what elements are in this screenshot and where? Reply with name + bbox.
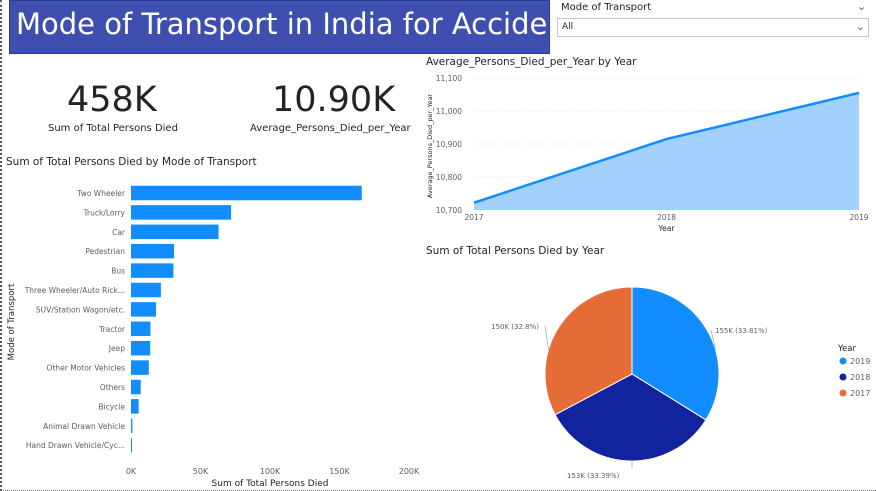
pie-chart-title: Sum of Total Persons Died by Year <box>426 245 605 257</box>
bar <box>131 243 175 259</box>
pie-slice <box>631 286 720 421</box>
legend-marker <box>839 389 847 397</box>
bar <box>131 282 161 298</box>
y-axis-title: Mode of Transport <box>7 283 17 360</box>
bar <box>131 437 132 453</box>
x-tick-label: 2018 <box>657 213 676 222</box>
x-tick-label: 2019 <box>849 213 868 222</box>
slicer-label: Mode of Transport <box>561 2 652 13</box>
y-tick-label: 11,100 <box>436 74 462 83</box>
bar-category-label: Pedestrian <box>85 247 125 256</box>
slice-leader-line <box>710 329 716 350</box>
bar <box>131 399 139 414</box>
slice-data-label: 155K (33.81%) <box>715 327 768 335</box>
mode-of-transport-slicer[interactable]: All ⌄ <box>557 18 869 37</box>
bar-category-label: Truck/Lorry <box>83 208 126 217</box>
bar <box>131 302 157 317</box>
area-line <box>473 91 860 204</box>
legend-marker <box>839 357 847 365</box>
bar <box>131 224 219 240</box>
legend-title: Year <box>837 344 857 354</box>
average-died-card-value: 10.90K <box>272 80 396 120</box>
y-tick-label: 10,800 <box>436 173 462 182</box>
pie-slice <box>554 373 707 462</box>
y-tick-label: 11,000 <box>436 107 462 116</box>
bar-category-label: Animal Drawn Vehicle <box>43 422 125 431</box>
report-title-banner: Mode of Transport in India for Accident <box>9 0 577 54</box>
chevron-down-icon[interactable]: ⌄ <box>857 0 867 13</box>
slice-data-label: 150K (32.8%) <box>491 323 539 331</box>
bar-category-label: Car <box>112 228 126 237</box>
bar <box>131 321 151 337</box>
bar <box>131 205 232 220</box>
bar-category-label: Bicycle <box>98 402 125 411</box>
legend-entry: 2017 <box>850 389 870 398</box>
pie-chart: 155K (33.81%) 153K (33.39%) 150K (32.8%) Ye… <box>491 286 870 480</box>
bar-category-label: Hand Drawn Vehicle/Cyc... <box>26 441 125 450</box>
y-tick-label: 10,900 <box>436 140 462 149</box>
report-title: Mode of Transport in India for Accident <box>16 7 578 41</box>
pie-slice <box>544 286 633 416</box>
bar-category-label: SUV/Station Wagon/etc. <box>36 305 125 314</box>
x-tick-label: 200K <box>399 467 420 476</box>
bar <box>131 379 141 395</box>
x-axis-title: Year <box>658 224 676 233</box>
average-died-card-label: Average_Persons_Died_per_Year <box>250 123 411 134</box>
bar-category-label: Other Motor Vehicles <box>47 364 126 373</box>
area-chart-title: Average_Persons_Died_per_Year by Year <box>426 56 637 68</box>
legend-marker <box>839 373 847 381</box>
legend-entry: 2019 <box>850 357 870 366</box>
canvas-left-border <box>0 0 2 491</box>
y-tick-label: 10,700 <box>436 206 462 215</box>
bar-chart-title: Sum of Total Persons Died by Mode of Tra… <box>6 156 257 168</box>
slice-leader-line <box>544 325 549 350</box>
bar-category-label: Two Wheeler <box>76 189 126 198</box>
x-tick-label: 50K <box>193 467 209 476</box>
bar-category-label: Jeep <box>108 344 125 353</box>
bar-category-label: Three Wheeler/Auto Rick... <box>24 286 125 295</box>
area-chart: 10,700 10,800 10,900 11,000 11,100 2017 2018 20… <box>426 74 869 233</box>
x-axis-title: Sum of Total Persons Died <box>212 479 329 489</box>
bar <box>131 418 133 434</box>
x-tick-label: 2017 <box>464 213 483 222</box>
x-tick-label: 100K <box>260 467 281 476</box>
slice-data-label: 153K (33.39%) <box>567 472 620 480</box>
total-persons-died-card-value: 458K <box>67 80 157 120</box>
x-tick-label: 0K <box>126 467 137 476</box>
bar <box>131 340 151 356</box>
bar-category-label: Tractor <box>98 325 126 334</box>
bar <box>131 360 149 375</box>
x-tick-label: 150K <box>329 467 350 476</box>
area-fill <box>474 92 859 210</box>
total-persons-died-card-label: Sum of Total Persons Died <box>48 123 178 134</box>
chevron-down-icon[interactable]: ⌄ <box>855 20 865 33</box>
bar-category-label: Others <box>100 383 125 392</box>
bar-chart: Two Wheeler Truck/Lorry Car Pedestrian Bus Th… <box>7 185 420 489</box>
slicer-selected-value: All <box>562 22 574 32</box>
bar-category-label: Bus <box>111 267 125 276</box>
bar <box>131 185 362 201</box>
y-axis-title: Average_Persons_Died_per_Year <box>426 93 434 198</box>
bar <box>131 263 174 278</box>
legend-entry: 2018 <box>850 373 870 382</box>
